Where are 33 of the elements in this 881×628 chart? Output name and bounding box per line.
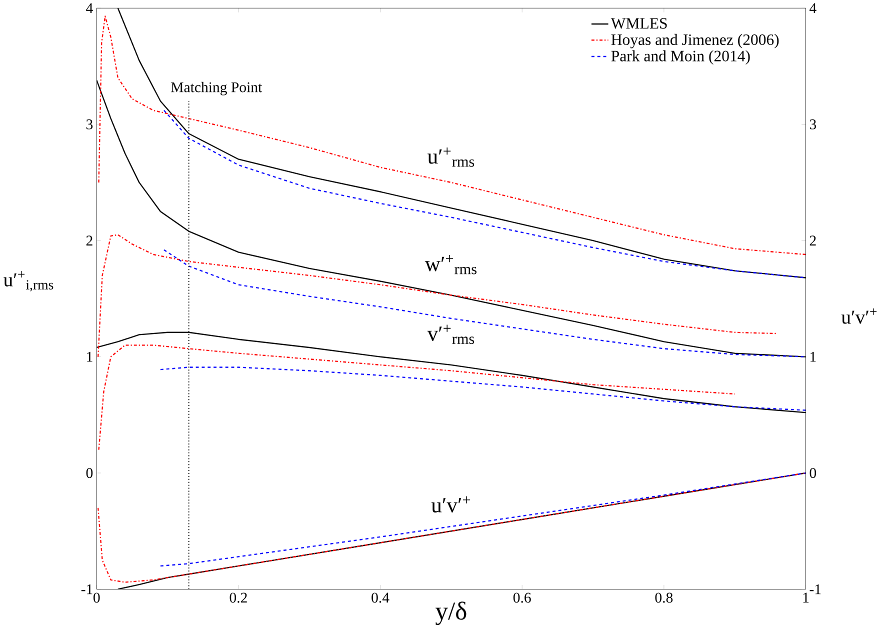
y2-tick-label: 3 <box>810 119 816 130</box>
ref-line-label: Matching Point <box>171 82 262 96</box>
legend-label: Hoyas and Jimenez (2006) <box>611 34 779 48</box>
line-series <box>97 234 778 358</box>
line-series <box>163 249 806 358</box>
legend-label: Park and Moin (2014) <box>611 50 750 64</box>
x-tick-label: 0.4 <box>372 592 390 603</box>
x-tick-label: 0.8 <box>655 592 673 603</box>
x-axis-title: y/δ <box>436 601 466 625</box>
y2-tick-label: -1 <box>810 584 821 594</box>
y2-tick-label: 4 <box>810 3 816 13</box>
y2-tick-label: 2 <box>810 236 816 246</box>
annotation: w′$^{+}$rms <box>424 254 476 274</box>
y-tick-label: 4 <box>86 3 93 13</box>
y-axis-title: u′$^{+}$i,rms <box>4 270 54 292</box>
y-tick-label: 1 <box>87 352 92 362</box>
line-series <box>160 472 806 566</box>
y-tick-label: 2 <box>86 236 92 246</box>
y2-axis-title: u′v′$^{+}$ <box>841 308 877 324</box>
annotation: u′$^{+}$rms <box>428 147 474 167</box>
annotation: u′v′$^{+}$ <box>431 496 470 512</box>
x-tick-label: 0 <box>94 592 100 602</box>
line-series <box>160 366 806 411</box>
y-tick-label: 0 <box>86 468 93 478</box>
y2-tick-label: 0 <box>810 468 816 478</box>
annotation: v′$^{+}$rms <box>427 324 474 344</box>
x-tick-label: 0.6 <box>513 592 531 603</box>
legend-label: WMLES <box>610 18 667 29</box>
y-tick-label: 3 <box>86 119 93 130</box>
x-tick-label: 1 <box>803 592 809 602</box>
x-tick-label: 0.2 <box>230 592 247 603</box>
y2-tick-label: 1 <box>810 352 816 362</box>
y-tick-label: -1 <box>81 584 92 594</box>
